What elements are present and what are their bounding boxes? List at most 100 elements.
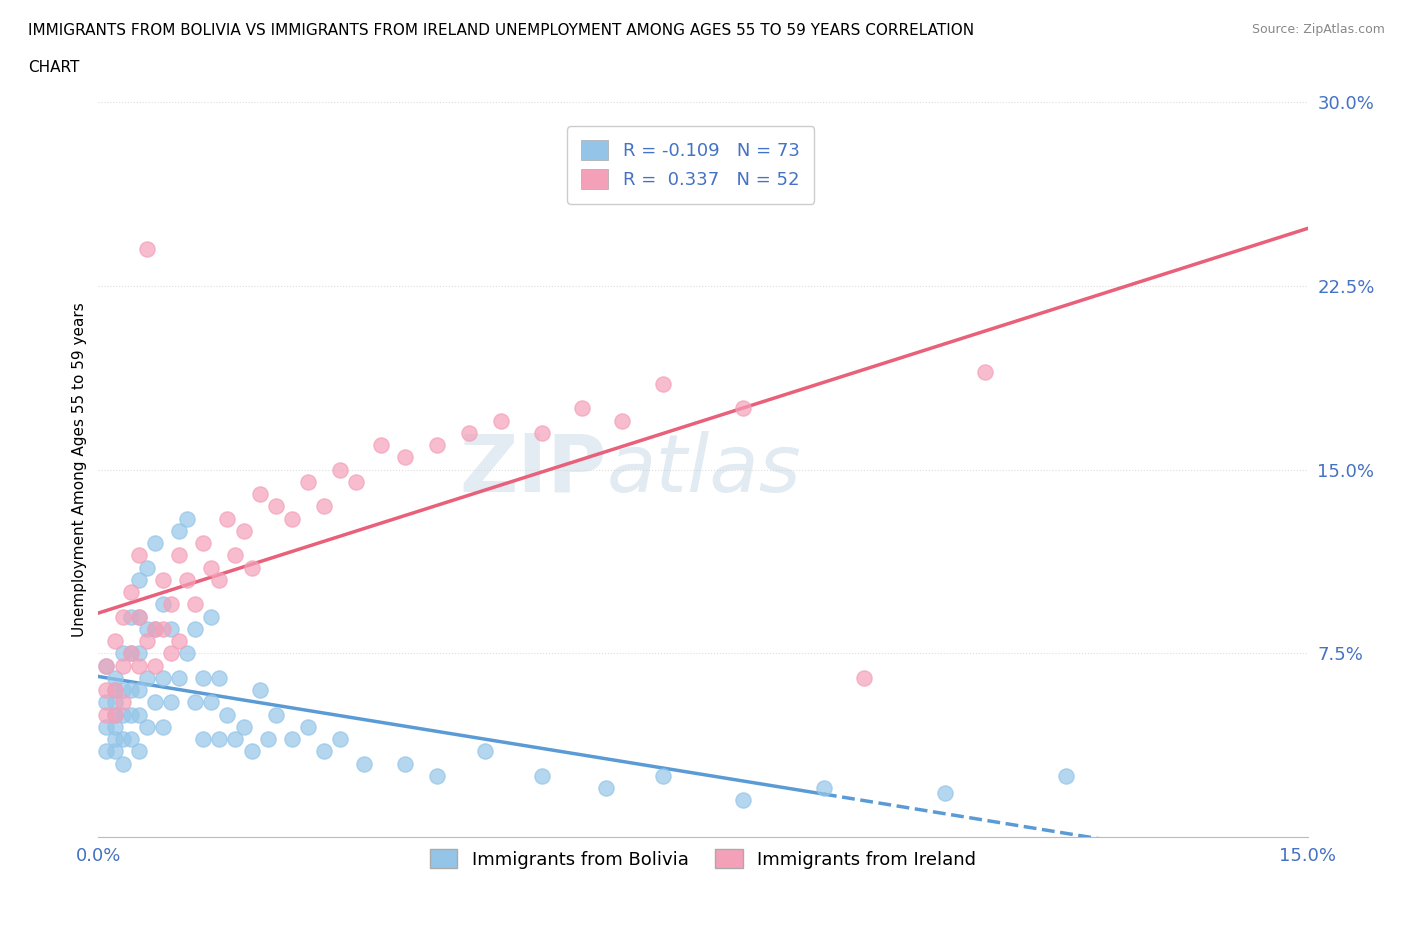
Point bbox=[314, 744, 336, 759]
Point bbox=[103, 707, 125, 722]
Point bbox=[394, 450, 416, 465]
Point bbox=[240, 744, 263, 759]
Point bbox=[111, 646, 134, 661]
Point bbox=[167, 548, 190, 563]
Point bbox=[160, 621, 183, 636]
Point bbox=[217, 512, 239, 526]
Point bbox=[200, 695, 222, 710]
Point bbox=[491, 413, 513, 428]
Point bbox=[344, 474, 367, 489]
Point bbox=[733, 792, 755, 807]
Point bbox=[264, 707, 287, 722]
Point bbox=[1054, 768, 1077, 783]
Point bbox=[143, 658, 166, 673]
Point bbox=[184, 621, 207, 636]
Point bbox=[120, 646, 142, 661]
Point bbox=[193, 671, 215, 685]
Point bbox=[135, 621, 157, 636]
Point bbox=[176, 573, 198, 588]
Point bbox=[152, 597, 174, 612]
Point bbox=[208, 573, 231, 588]
Point bbox=[128, 573, 150, 588]
Point bbox=[152, 720, 174, 735]
Point bbox=[200, 560, 222, 575]
Point bbox=[612, 413, 634, 428]
Point bbox=[128, 609, 150, 624]
Point bbox=[370, 438, 392, 453]
Point bbox=[111, 695, 134, 710]
Point bbox=[160, 695, 183, 710]
Point bbox=[651, 768, 673, 783]
Point bbox=[184, 695, 207, 710]
Point bbox=[128, 683, 150, 698]
Point bbox=[135, 633, 157, 648]
Point bbox=[96, 707, 118, 722]
Point bbox=[200, 609, 222, 624]
Point bbox=[103, 744, 125, 759]
Point bbox=[135, 671, 157, 685]
Point bbox=[111, 732, 134, 747]
Point bbox=[111, 683, 134, 698]
Point bbox=[530, 768, 553, 783]
Point bbox=[167, 671, 190, 685]
Point bbox=[426, 768, 449, 783]
Point bbox=[120, 646, 142, 661]
Point bbox=[249, 486, 271, 501]
Point bbox=[208, 671, 231, 685]
Point bbox=[120, 609, 142, 624]
Point bbox=[329, 462, 352, 477]
Point bbox=[224, 732, 246, 747]
Point bbox=[160, 597, 183, 612]
Point bbox=[128, 744, 150, 759]
Point bbox=[426, 438, 449, 453]
Point bbox=[143, 621, 166, 636]
Point bbox=[120, 732, 142, 747]
Point bbox=[135, 560, 157, 575]
Point bbox=[111, 756, 134, 771]
Point bbox=[813, 780, 835, 795]
Text: Source: ZipAtlas.com: Source: ZipAtlas.com bbox=[1251, 23, 1385, 36]
Point bbox=[224, 548, 246, 563]
Point bbox=[143, 621, 166, 636]
Point bbox=[143, 695, 166, 710]
Point bbox=[974, 365, 997, 379]
Point bbox=[128, 609, 150, 624]
Point bbox=[264, 498, 287, 513]
Point bbox=[128, 658, 150, 673]
Point bbox=[733, 401, 755, 416]
Point bbox=[314, 498, 336, 513]
Point bbox=[232, 720, 254, 735]
Point bbox=[458, 426, 481, 441]
Point bbox=[111, 658, 134, 673]
Point bbox=[329, 732, 352, 747]
Point bbox=[595, 780, 617, 795]
Point bbox=[120, 707, 142, 722]
Point bbox=[160, 646, 183, 661]
Point bbox=[96, 658, 118, 673]
Text: atlas: atlas bbox=[606, 431, 801, 509]
Text: IMMIGRANTS FROM BOLIVIA VS IMMIGRANTS FROM IRELAND UNEMPLOYMENT AMONG AGES 55 TO: IMMIGRANTS FROM BOLIVIA VS IMMIGRANTS FR… bbox=[28, 23, 974, 38]
Point bbox=[152, 671, 174, 685]
Point bbox=[135, 720, 157, 735]
Point bbox=[853, 671, 876, 685]
Point bbox=[281, 512, 304, 526]
Point bbox=[571, 401, 593, 416]
Point bbox=[128, 646, 150, 661]
Legend: Immigrants from Bolivia, Immigrants from Ireland: Immigrants from Bolivia, Immigrants from… bbox=[423, 842, 983, 876]
Point bbox=[353, 756, 375, 771]
Point bbox=[135, 242, 157, 257]
Point bbox=[103, 695, 125, 710]
Point bbox=[103, 707, 125, 722]
Point bbox=[96, 720, 118, 735]
Point bbox=[281, 732, 304, 747]
Point bbox=[120, 683, 142, 698]
Point bbox=[297, 720, 319, 735]
Point bbox=[120, 585, 142, 600]
Point bbox=[96, 744, 118, 759]
Point bbox=[167, 633, 190, 648]
Point bbox=[217, 707, 239, 722]
Point bbox=[103, 720, 125, 735]
Point bbox=[193, 732, 215, 747]
Point bbox=[103, 683, 125, 698]
Text: ZIP: ZIP bbox=[458, 431, 606, 509]
